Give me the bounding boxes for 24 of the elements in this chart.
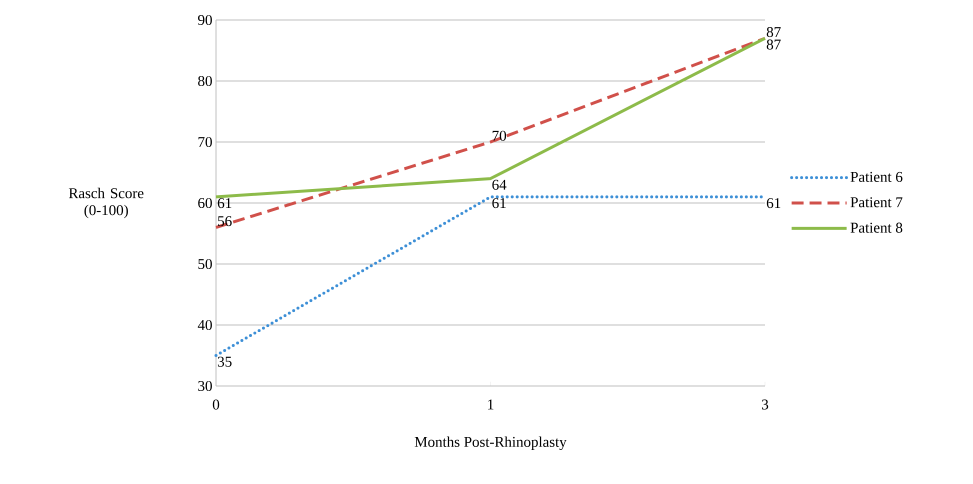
y-tick-label: 60 [198,198,212,208]
x-tick-label: 1 [488,400,494,410]
data-label: 61 [492,198,506,208]
y-tick-label: 40 [198,320,212,330]
x-tick-label: 3 [762,400,768,410]
data-label: 87 [766,39,781,50]
data-label: 35 [218,356,232,367]
data-label: 87 [766,27,781,38]
x-tick-label: 0 [212,400,220,410]
legend-label: Patient 7 [850,197,902,208]
data-label: 70 [492,130,506,141]
y-tick-label: 80 [198,76,212,86]
legend-label: Patient 6 [850,172,902,182]
y-tick-label: 50 [198,258,212,270]
legend-label: Patient 8 [850,222,902,233]
data-label: 64 [492,180,506,190]
data-label: 61 [218,198,232,208]
y-axis-title: Rasch Score (0-100) [68,188,144,218]
y-tick-label: 90 [198,14,212,26]
y-tick-label: 70 [198,136,212,148]
x-axis-title: Months Post-Rhinoplasty [414,436,567,450]
data-label: 61 [766,198,780,208]
data-label: 56 [218,216,232,226]
y-tick-label: 30 [198,380,212,392]
